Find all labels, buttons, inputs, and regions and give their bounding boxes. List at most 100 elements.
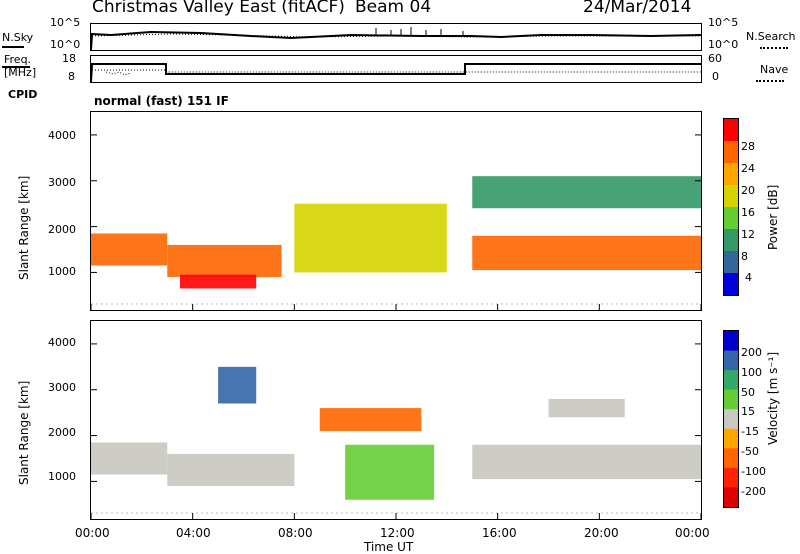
n-sky-label: N.Sky [2, 31, 34, 44]
xtick-5: 20:00 [584, 526, 619, 540]
velocity-cbar-tick-1: 100 [741, 366, 762, 379]
nave-early-dots [105, 71, 132, 76]
velocity-ylabel: Slant Range [km] [17, 380, 31, 485]
nave-tick-low: 0 [712, 70, 719, 83]
xtick-2: 08:00 [278, 526, 313, 540]
colorbar-segment [724, 370, 738, 391]
colorbar-segment [724, 207, 738, 230]
xtick-0: 00:00 [75, 526, 110, 540]
noise-right-tick-low: 10^0 [708, 38, 739, 51]
n-sky-series [91, 30, 701, 50]
n-search-label: N.Search [746, 30, 796, 43]
velocity-cbar-tick-6: -100 [741, 465, 766, 478]
heatmap-region [167, 453, 295, 486]
freq-panel [90, 55, 702, 83]
nave-legend-line [756, 80, 784, 82]
colorbar-segment [724, 229, 738, 252]
power-cbar-label: Power [dB] [766, 184, 780, 250]
velocity-cbar-label: Velocity [m s⁻¹] [766, 351, 780, 445]
power-cbar-tick-5: 8 [741, 250, 748, 263]
cpid-label: CPID [8, 88, 38, 101]
velocity-cbar-tick-3: 15 [741, 405, 755, 418]
heatmap-region [319, 408, 422, 431]
colorbar-segment [724, 251, 738, 274]
heatmap-region [167, 244, 282, 277]
velocity-ytick-1000: 1000 [48, 470, 76, 483]
heatmap-region [179, 274, 257, 289]
noise-spikes [375, 27, 464, 36]
heatmap-region [294, 203, 447, 273]
velocity-colorbar [723, 330, 739, 508]
power-cbar-tick-1: 24 [741, 162, 755, 175]
xaxis-label: Time UT [364, 540, 414, 554]
noise-plot [91, 27, 701, 50]
velocity-ytick-2000: 2000 [48, 426, 76, 439]
noise-panel [90, 23, 702, 51]
power-ytick-3000: 3000 [48, 176, 76, 189]
power-cbar-tick-3: 16 [741, 206, 755, 219]
xtick-6: 00:00 [675, 526, 710, 540]
colorbar-segment [724, 273, 738, 295]
velocity-colorbar-svg [724, 331, 738, 507]
colorbar-segment [724, 389, 738, 410]
xtick-4: 16:00 [482, 526, 517, 540]
heatmap-region [472, 176, 701, 209]
colorbar-segment [724, 331, 738, 352]
power-cbar-tick-2: 20 [741, 184, 755, 197]
colorbar-segment [724, 448, 738, 469]
noise-left-tick-low: 10^0 [50, 38, 81, 51]
heatmap-region [218, 366, 257, 404]
velocity-cbar-tick-2: 50 [741, 386, 755, 399]
velocity-cbar-tick-0: 200 [741, 346, 762, 359]
nave-label: Nave [760, 63, 789, 76]
xtick-1: 04:00 [176, 526, 211, 540]
power-plot [91, 134, 701, 310]
power-cbar-tick-6: 4 [745, 271, 752, 284]
cpid-value: normal (fast) 151 IF [94, 94, 229, 108]
power-panel [90, 111, 702, 311]
velocity-cbar-tick-4: -15 [741, 425, 759, 438]
station-title: Christmas Valley East (fitACF) [92, 0, 345, 17]
colorbar-segment [724, 119, 738, 142]
power-ytick-2000: 2000 [48, 223, 76, 236]
heatmap-region [472, 444, 701, 480]
freq-label: Freq. [4, 53, 32, 66]
beam-title: Beam 04 [355, 0, 432, 17]
heatmap-region [472, 235, 701, 271]
colorbar-segment [724, 350, 738, 371]
n-search-series [91, 33, 701, 38]
velocity-ytick-4000: 4000 [48, 336, 76, 349]
heatmap-region [345, 444, 435, 500]
noise-right-tick-high: 10^5 [708, 16, 739, 29]
noise-left-tick-high: 10^5 [50, 16, 81, 29]
freq-plot [91, 63, 701, 82]
nave-tick-high: 60 [708, 52, 722, 65]
velocity-panel [90, 320, 702, 520]
velocity-cbar-tick-5: -50 [741, 445, 759, 458]
power-cbar-tick-4: 12 [741, 228, 755, 241]
freq-unit-label: [MHz] [4, 66, 37, 79]
heatmap-region [91, 233, 168, 266]
heatmap-region [91, 442, 168, 475]
velocity-cbar-tick-7: -200 [741, 485, 766, 498]
colorbar-segment [724, 185, 738, 208]
power-ytick-4000: 4000 [48, 129, 76, 142]
n-sky-legend-line [2, 46, 24, 48]
colorbar-segment [724, 428, 738, 449]
power-colorbar [723, 118, 739, 296]
colorbar-segment [724, 163, 738, 186]
xtick-3: 12:00 [380, 526, 415, 540]
freq-tick-high: 18 [62, 52, 76, 65]
velocity-ytick-3000: 3000 [48, 381, 76, 394]
nave-series [92, 69, 701, 73]
heatmap-region [548, 398, 625, 418]
colorbar-segment [724, 467, 738, 488]
power-ylabel: Slant Range [km] [17, 175, 31, 280]
date-title: 24/Mar/2014 [583, 0, 692, 17]
colorbar-segment [724, 141, 738, 164]
colorbar-segment [724, 409, 738, 430]
velocity-plot [91, 343, 701, 519]
colorbar-segment [724, 487, 738, 507]
n-search-legend-line [760, 47, 788, 49]
freq-tick-low: 8 [68, 70, 75, 83]
